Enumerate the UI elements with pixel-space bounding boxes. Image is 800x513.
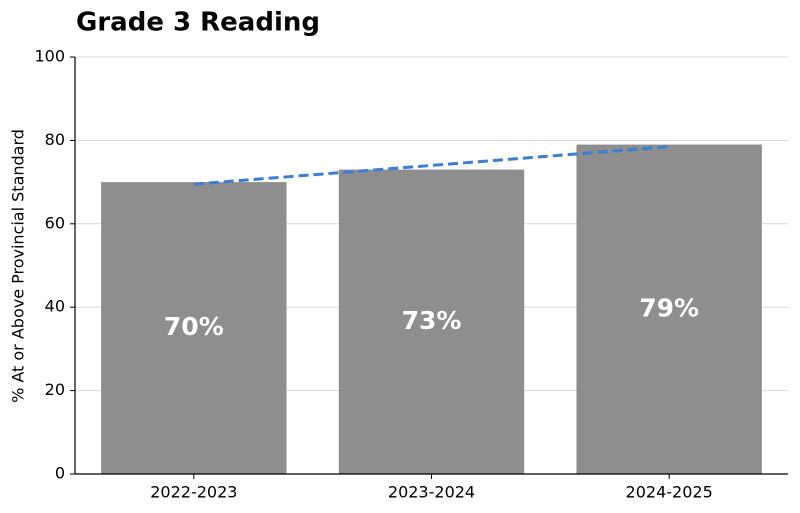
- x-tick-label: 2022-2023: [150, 483, 237, 502]
- value-label: 70%: [164, 312, 224, 341]
- y-tick-label: 40: [45, 297, 65, 316]
- bar: [576, 144, 762, 474]
- bar: [338, 169, 525, 474]
- y-tick-label: 20: [45, 380, 65, 399]
- y-tick-label: 60: [45, 213, 65, 232]
- y-tick-label: 80: [45, 130, 65, 149]
- x-tick-label: 2024-2025: [626, 483, 713, 502]
- value-label: 73%: [402, 306, 462, 335]
- chart-title: Grade 3 Reading: [76, 8, 320, 38]
- trend-line: [193, 145, 670, 186]
- value-label: 79%: [639, 293, 699, 322]
- bar: [101, 182, 287, 474]
- x-tick-label: 2023-2024: [388, 483, 475, 502]
- y-axis-label: % At or Above Provincial Standard: [9, 129, 28, 403]
- y-tick-label: 100: [34, 47, 65, 66]
- y-tick-label: 0: [55, 464, 65, 483]
